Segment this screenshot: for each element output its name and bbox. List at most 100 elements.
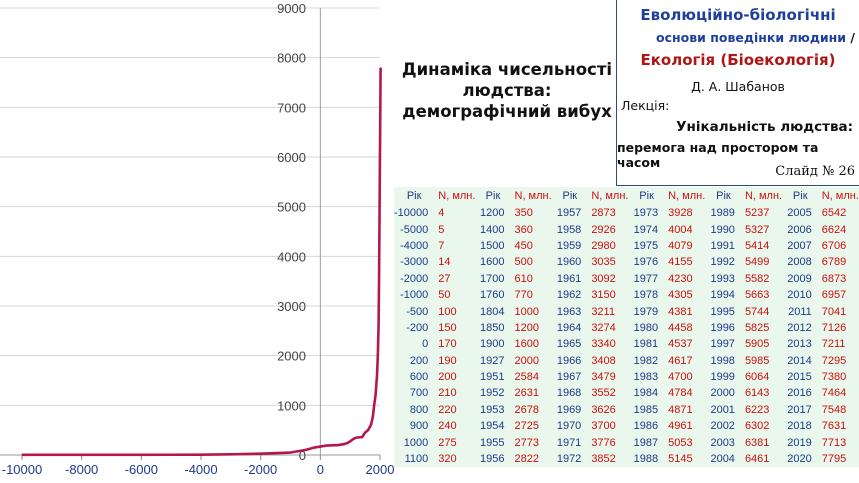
header-population: N, млн. — [514, 190, 552, 202]
data-point — [374, 394, 377, 396]
year-cell: 800 — [409, 403, 429, 416]
data-point — [379, 189, 381, 192]
data-point — [379, 173, 381, 175]
data-point — [379, 75, 382, 77]
table-row: 1100 320 1956 2822 1972 3852 1988 5145 2004 6461 2… — [394, 451, 859, 467]
population-cell: 4617 — [668, 354, 693, 367]
year-cell: 1978 — [633, 289, 659, 302]
year-cell: 1400 — [480, 223, 505, 236]
x-tick-label: -6000 — [125, 462, 158, 477]
year-cell: 1953 — [480, 403, 505, 416]
year-cell: 900 — [409, 420, 429, 433]
data-point — [378, 244, 380, 246]
data-point — [230, 453, 232, 455]
population-cell: 3274 — [591, 321, 616, 334]
data-point — [379, 145, 381, 147]
population-cell: 200 — [438, 371, 457, 384]
year-cell: 1982 — [633, 354, 659, 367]
population-cell: 4 — [438, 207, 445, 220]
population-cell: 2980 — [591, 239, 616, 252]
year-cell: 1984 — [633, 387, 659, 400]
table-row: 700 210 1952 2631 1968 3552 1984 4784 2000 6143 20… — [394, 385, 859, 401]
table-row: -1000 50 1760 770 1962 3150 1978 4305 1994 5663 20… — [394, 287, 859, 303]
population-cell: 450 — [514, 239, 533, 252]
data-point — [378, 251, 380, 254]
population-cell: 2000 — [514, 354, 539, 367]
y-tick-label: 9000 — [277, 1, 306, 16]
data-point — [378, 212, 381, 214]
data-point — [378, 232, 381, 235]
data-point — [378, 319, 380, 321]
data-point — [372, 416, 374, 418]
data-point — [378, 259, 380, 261]
x-axis-ticks: -10000 -8000 -6000 -4000 -2000 0 2000 — [2, 455, 395, 477]
x-tick-label: -8000 — [65, 462, 98, 477]
year-cell: 2000 — [710, 387, 735, 400]
population-cell: 6624 — [821, 223, 847, 236]
year-cell: 2004 — [710, 453, 735, 466]
year-cell: 200 — [409, 354, 429, 367]
year-cell: 1900 — [480, 338, 505, 351]
year-cell: 2002 — [710, 420, 735, 433]
table-row: -10000 4 1200 350 1957 2873 1973 3928 1989 5237 20… — [394, 205, 859, 221]
population-cell: 3408 — [591, 354, 616, 367]
population-cell: 2822 — [514, 453, 539, 466]
x-tick-label: 2000 — [366, 462, 395, 477]
y-axis-ticks: 0 1000 2000 3000 4000 5000 6000 7000 8000 9000 — [277, 1, 306, 463]
year-cell: 1952 — [480, 387, 505, 400]
year-cell: 1971 — [556, 436, 582, 449]
population-cell: 3928 — [668, 207, 693, 220]
data-point — [378, 285, 380, 287]
population-cell: 5985 — [744, 354, 770, 367]
data-point — [378, 281, 380, 283]
data-point — [379, 121, 381, 123]
data-point — [379, 125, 381, 127]
table-row: -3000 14 1600 500 1960 3035 1976 4155 1992 5499 20… — [394, 254, 859, 270]
year-cell: 1927 — [480, 354, 505, 367]
year-cell: 1975 — [633, 239, 659, 252]
population-cell: 5145 — [668, 453, 693, 466]
table-row: 800 220 1953 2678 1969 3626 1985 4871 2001 6223 20… — [394, 402, 859, 418]
data-point — [379, 129, 381, 131]
y-tick-label: 0 — [299, 448, 306, 463]
year-cell: 2012 — [787, 321, 812, 334]
population-cell: 770 — [514, 289, 533, 302]
year-cell: 2005 — [787, 207, 812, 220]
data-point — [379, 104, 381, 106]
population-cell: 3852 — [591, 453, 616, 466]
population-cell: 6957 — [821, 289, 847, 302]
header-population: N, млн. — [438, 190, 476, 202]
population-cell: 6542 — [821, 207, 847, 220]
population-cell: 360 — [514, 223, 533, 236]
data-point — [21, 454, 23, 456]
year-cell: 2017 — [787, 403, 812, 416]
course-info-panel: Еволюційно-біологічні основи поведінки л… — [616, 0, 859, 186]
year-cell: 2020 — [787, 453, 812, 466]
data-point — [260, 453, 262, 455]
data-point — [352, 438, 354, 440]
population-cell: 5499 — [744, 256, 770, 269]
table-row: -200 150 1850 1200 1964 3274 1980 4458 1996 5825 2… — [394, 320, 859, 336]
data-point — [379, 198, 381, 201]
population-cell: 6461 — [744, 453, 770, 466]
year-cell: -2000 — [400, 272, 429, 285]
population-cell: 5582 — [744, 272, 770, 285]
data-point — [379, 161, 381, 163]
year-cell: 2006 — [787, 223, 812, 236]
population-cell: 5414 — [744, 239, 770, 252]
population-cell: 7713 — [821, 436, 847, 449]
table-row: 600 200 1951 2584 1967 3479 1983 4700 1999 6064 20… — [394, 369, 859, 385]
data-point — [379, 117, 381, 119]
data-point — [379, 71, 382, 73]
data-point — [337, 444, 339, 446]
population-cell: 7464 — [821, 387, 847, 400]
chart-gridlines — [0, 7, 380, 456]
y-tick-label: 2000 — [277, 349, 306, 364]
slide-title-line-3: демографічний вибух — [402, 101, 612, 121]
year-cell: 2016 — [787, 387, 812, 400]
population-cell: 4961 — [668, 420, 693, 433]
year-cell: 1600 — [480, 256, 505, 269]
slide-number: Слайд № 26 — [775, 164, 855, 179]
data-point — [379, 181, 381, 183]
data-point — [378, 220, 381, 223]
